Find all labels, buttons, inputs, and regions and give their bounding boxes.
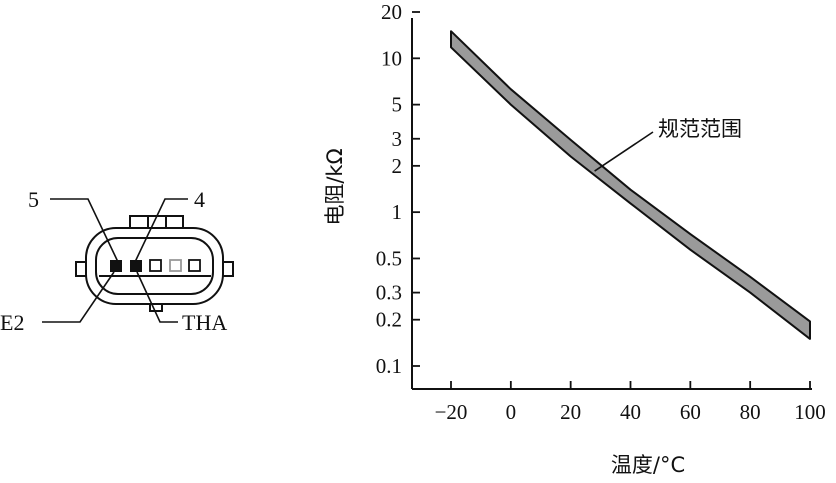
y-ticks: 20 10 5 3 2 1 0.5 0.3 0.2 0.1 bbox=[376, 0, 420, 378]
y-tick-label: 1 bbox=[392, 200, 403, 224]
x-tick-label: −20 bbox=[435, 400, 468, 424]
pin-label-5: 5 bbox=[28, 187, 39, 212]
x-tick-label: 0 bbox=[506, 400, 517, 424]
pin-tha-square bbox=[130, 260, 142, 272]
y-tick-label: 0.2 bbox=[376, 308, 402, 332]
pin-empty-square bbox=[169, 259, 182, 272]
pin-label-e2: E2 bbox=[0, 310, 24, 335]
x-ticks: −20 0 20 40 60 80 100 bbox=[435, 381, 826, 424]
x-tick-label: 100 bbox=[794, 400, 826, 424]
connector-side-ears bbox=[75, 261, 234, 277]
annotation-leader bbox=[594, 131, 654, 172]
x-axis-label: 温度/°C bbox=[611, 453, 685, 477]
connector-body-inner bbox=[95, 237, 214, 295]
y-tick-label: 10 bbox=[381, 46, 402, 70]
connector-body-outer bbox=[85, 227, 224, 305]
y-tick-label: 0.1 bbox=[376, 354, 402, 378]
x-tick-label: 20 bbox=[560, 400, 581, 424]
y-tick-label: 0.3 bbox=[376, 281, 402, 305]
annotation-spec-range: 规范范围 bbox=[658, 117, 742, 141]
leader-lines bbox=[42, 198, 188, 323]
pin-empty-square bbox=[149, 259, 162, 272]
connector-bottom-latch bbox=[149, 304, 163, 312]
connector-diagram bbox=[75, 215, 234, 312]
pin-e2-square bbox=[110, 260, 122, 272]
x-tick-label: 60 bbox=[680, 400, 701, 424]
x-tick-label: 40 bbox=[620, 400, 641, 424]
y-tick-label: 3 bbox=[392, 127, 403, 151]
y-tick-label: 5 bbox=[392, 93, 403, 117]
resistance-temperature-chart: 20 10 5 3 2 1 0.5 0.3 0.2 0.1 −20 0 20 40 60 80 100 规范范… bbox=[323, 0, 826, 477]
y-tick-label: 20 bbox=[381, 0, 402, 24]
pin-label-4: 4 bbox=[194, 187, 205, 212]
y-tick-label: 0.5 bbox=[376, 246, 402, 270]
spec-range-band bbox=[450, 30, 811, 340]
x-tick-label: 80 bbox=[740, 400, 761, 424]
y-tick-label: 2 bbox=[392, 154, 403, 178]
y-axis-label: 电阻/kΩ bbox=[323, 148, 347, 225]
pin-empty-square bbox=[188, 259, 201, 272]
pin-label-tha: THA bbox=[182, 310, 227, 335]
